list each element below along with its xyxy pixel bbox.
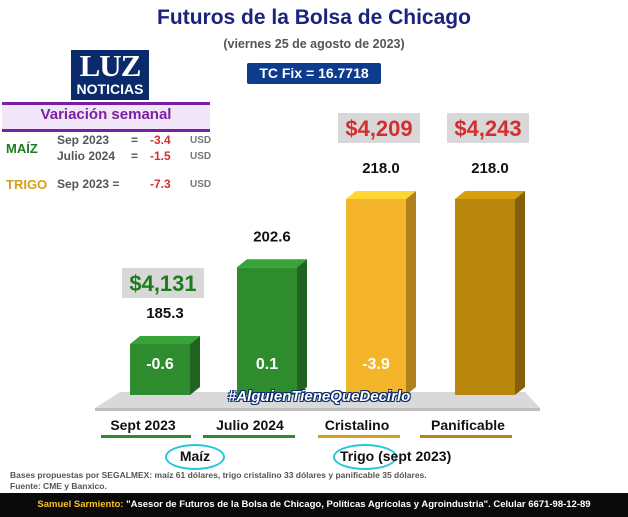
weekly-row-2-period: Julio 2024 [57, 149, 116, 163]
weekly-row-2-value: -1.5 [150, 149, 171, 163]
bar-julio-2024-side [297, 259, 307, 395]
category-label-panificable: Panificable [431, 417, 505, 433]
page-title: Futuros de la Bolsa de Chicago [157, 6, 471, 29]
chart-floor-top [95, 392, 540, 408]
bar-cristalino-top [346, 191, 416, 199]
weekly-row-1-period: Sep 2023 [57, 133, 110, 147]
maiz-group-label: Maíz [179, 448, 211, 464]
bottom-bar [0, 493, 628, 517]
author-name: Samuel Sarmiento: [37, 499, 124, 510]
author-description: "Asesor de Futuros de la Bolsa de Chicag… [123, 499, 591, 510]
category-label-julio-2024: Julio 2024 [216, 417, 284, 433]
weekly-row-3-value: -7.3 [150, 177, 171, 191]
bar-sept-2023-weekly-change: -0.6 [146, 356, 174, 373]
bar-panificable-price-box [447, 113, 529, 143]
weekly-row-1-unit: USD [190, 135, 212, 146]
trigo-group-oval [333, 444, 397, 470]
bar-cristalino-weekly-change: -3.9 [362, 356, 390, 373]
bar-panificable-side [515, 191, 525, 395]
maiz-group-oval [165, 444, 225, 470]
bar-cristalino-front [346, 199, 406, 395]
footer-bases-note: Bases propuestas por SEGALMEX: maíz 61 d… [10, 470, 427, 480]
weekly-row-2-unit: USD [190, 151, 212, 162]
category-underline-cristalino [318, 435, 400, 438]
exchange-rate-badge: TC Fix = 16.7718 [247, 63, 381, 84]
logo-small-text: NOTICIAS [71, 81, 149, 98]
page-subtitle: (viernes 25 de agosto de 2023) [223, 37, 405, 51]
bar-cristalino-value-label: 218.0 [362, 160, 400, 177]
bar-panificable-top [455, 191, 525, 199]
category-underline-julio-2024 [203, 435, 295, 438]
bar-panificable-price-label: $4,243 [454, 116, 521, 141]
weekly-change-title: Variación semanal [40, 106, 172, 123]
maiz-label: MAÍZ [6, 141, 38, 156]
bar-julio-2024-value-label: 202.6 [253, 228, 291, 245]
bar-panificable-front [455, 199, 515, 395]
luz-noticias-logo: LUZ NOTICIAS [71, 50, 149, 100]
bar-sept-2023-price-label: $4,131 [129, 271, 196, 296]
footer-source: Fuente: CME y Banxico. [10, 481, 107, 491]
weekly-row-3-period: Sep 2023 = [57, 177, 120, 191]
category-label-sept-2023: Sept 2023 [110, 417, 176, 433]
trigo-label: TRIGO [6, 177, 48, 192]
author-credit: Samuel Sarmiento: "Asesor de Futuros de … [0, 499, 628, 510]
chart-floor-edge [95, 408, 540, 411]
bar-cristalino-price-box [338, 113, 420, 143]
weekly-row-1-value: -3.4 [150, 133, 171, 147]
bar-sept-2023-front [130, 344, 190, 395]
logo-big-text: LUZ [79, 48, 142, 83]
bar-julio-2024-weekly-change: 0.1 [256, 356, 278, 373]
hashtag-label: #AlguienTieneQueDecirlo [228, 388, 411, 405]
bar-sept-2023-value-label: 185.3 [146, 305, 184, 322]
bar-cristalino-price-label: $4,209 [345, 116, 412, 141]
category-underline-sept-2023 [101, 435, 191, 438]
bar-julio-2024-front [237, 267, 297, 395]
weekly-change-header-bg [2, 102, 210, 132]
bar-cristalino-side [406, 191, 416, 395]
category-underline-panificable [420, 435, 512, 438]
bar-sept-2023-price-box [122, 268, 204, 298]
weekly-row-2-eq: = [131, 149, 139, 163]
bar-sept-2023-top [130, 336, 200, 344]
bar-julio-2024-top [237, 259, 307, 268]
bar-sept-2023-side [190, 336, 200, 395]
category-label-cristalino: Cristalino [324, 417, 390, 433]
weekly-row-1-eq: = [131, 133, 139, 147]
weekly-row-3-unit: USD [190, 179, 212, 190]
bar-panificable-value-label: 218.0 [471, 160, 509, 177]
trigo-group-label: Trigo (sept 2023) [340, 448, 452, 464]
